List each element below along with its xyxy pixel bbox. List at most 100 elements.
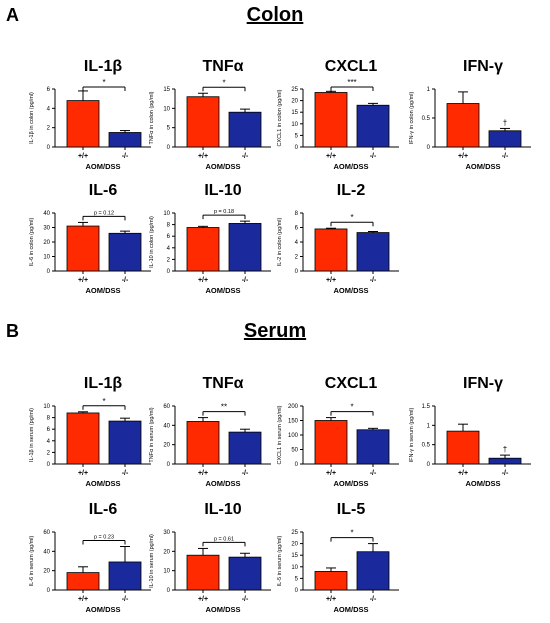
y-tick-label: 10	[163, 106, 170, 112]
y-axis-label: IL-2 in colon (pg/ml)	[277, 218, 283, 267]
x-axis-label: AOM/DSS	[85, 605, 120, 614]
y-axis-label: IL-6 in colon (pg/ml)	[29, 218, 35, 267]
y-tick-label: 50	[291, 448, 298, 454]
chart-8: IL-1β IL-1β in serum (pg/ml) 0 2 4 6 8 10 +/+ -/-…	[29, 375, 151, 488]
y-tick-label: 8	[47, 416, 51, 422]
y-axis-label: TNFα in colon (pg/ml)	[149, 91, 155, 144]
x-axis-label: AOM/DSS	[333, 162, 368, 171]
x-tick-label: -/-	[242, 153, 249, 160]
y-tick-label: 0	[295, 462, 299, 468]
x-tick-label: -/-	[242, 277, 249, 284]
bar	[186, 227, 220, 272]
y-tick-label: 10	[291, 122, 298, 128]
bar	[108, 132, 142, 148]
significance-mark: **	[221, 403, 227, 412]
x-tick-label: -/-	[370, 596, 377, 603]
y-tick-label: 30	[43, 226, 50, 232]
y-tick-label: 0	[427, 462, 431, 468]
chart-title: IL-6	[89, 182, 118, 199]
y-tick-label: 0	[167, 588, 171, 594]
bar	[446, 103, 480, 148]
y-tick-label: 6	[47, 427, 51, 433]
bar	[446, 430, 480, 465]
y-tick-label: 5	[167, 126, 171, 132]
chart-12: IL-6 IL-6 in serum (pg/ml) 0 20 40 60 +/+ -/-AO…	[29, 501, 151, 614]
x-tick-label: +/+	[198, 153, 208, 160]
y-tick-label: 2	[47, 450, 51, 456]
chart-title: IL-1β	[84, 375, 122, 392]
significance-mark: †	[503, 118, 507, 127]
y-tick-label: 10	[43, 404, 50, 410]
y-tick-label: 0.5	[422, 443, 431, 449]
y-tick-label: 25	[291, 530, 298, 536]
x-tick-label: +/+	[198, 470, 208, 477]
y-tick-label: 8	[295, 211, 299, 217]
bar	[228, 111, 262, 148]
bar	[356, 551, 390, 591]
chart-10: CXCL1 CXCL1 in serum (pg/ml) 0 50 100 150 200 +…	[277, 375, 399, 488]
x-tick-label: +/+	[326, 470, 336, 477]
x-tick-label: +/+	[78, 153, 88, 160]
y-tick-label: 150	[288, 419, 299, 425]
y-tick-label: 20	[163, 549, 170, 555]
y-tick-label: 10	[163, 211, 170, 217]
y-tick-label: 1.5	[422, 404, 431, 410]
chart-1: IL-1β IL-1β in colon (pg/ml) 0 2 4 6 +/+ -/-AOM…	[29, 58, 151, 171]
significance-mark: *	[222, 78, 225, 87]
y-axis-label: IFN-γ in colon (pg/ml)	[409, 92, 415, 145]
x-tick-label: -/-	[122, 470, 129, 477]
significance-mark: p = 0.61	[214, 536, 234, 542]
x-axis-label: AOM/DSS	[85, 286, 120, 295]
x-tick-label: -/-	[122, 277, 129, 284]
significance-mark: *	[350, 529, 353, 538]
y-tick-label: 6	[295, 226, 299, 232]
chart-3: CXCL1 CXCL1 in colon (pg/ml) 0 5 10 15 20 25 +/+…	[277, 58, 399, 171]
chart-title: IL-10	[204, 501, 241, 518]
x-tick-label: +/+	[458, 470, 468, 477]
bar	[186, 96, 220, 148]
x-tick-label: +/+	[458, 153, 468, 160]
y-tick-label: 4	[295, 240, 299, 246]
y-tick-label: 0.5	[422, 116, 431, 122]
y-tick-label: 0	[427, 145, 431, 151]
significance-mark: p = 0.18	[214, 209, 234, 215]
y-tick-label: 0	[295, 145, 299, 151]
y-axis-label: CXCL1 in serum (pg/ml)	[277, 405, 283, 464]
chart-title: TNFα	[203, 58, 244, 75]
panel-b-title: Serum	[244, 320, 306, 342]
bar	[314, 228, 348, 272]
y-tick-label: 100	[288, 433, 299, 439]
chart-4: IFN-γ IFN-γ in colon (pg/ml) 0 0.5 1 +/+ -/-AO…	[409, 58, 531, 171]
x-tick-label: -/-	[370, 277, 377, 284]
significance-mark: †	[503, 445, 507, 454]
y-tick-label: 0	[167, 145, 171, 151]
x-tick-label: -/-	[242, 596, 249, 603]
chart-title: TNFα	[203, 375, 244, 392]
bar	[108, 561, 142, 591]
chart-title: IFN-γ	[463, 375, 503, 392]
bar	[488, 130, 522, 148]
x-tick-label: -/-	[122, 153, 129, 160]
y-axis-label: IL-10 in serum (pg/ml)	[149, 534, 155, 588]
panel-b-letter: B	[6, 321, 19, 341]
y-tick-label: 200	[288, 404, 299, 410]
chart-title: IL-1β	[84, 58, 122, 75]
chart-14: IL-5 IL-5 in serum (pg/ml) 0 5 10 15 20 25 +/+ -/…	[277, 501, 399, 614]
x-tick-label: -/-	[502, 153, 509, 160]
x-tick-label: -/-	[370, 153, 377, 160]
y-tick-label: 0	[167, 269, 171, 275]
x-tick-label: -/-	[502, 470, 509, 477]
x-axis-label: AOM/DSS	[465, 162, 500, 171]
chart-title: CXCL1	[325, 58, 378, 75]
significance-mark: *	[350, 403, 353, 412]
x-tick-label: -/-	[370, 470, 377, 477]
y-tick-label: 20	[43, 569, 50, 575]
bar	[186, 554, 220, 591]
bar	[108, 420, 142, 465]
y-axis-label: IL-6 in serum (pg/ml)	[29, 535, 35, 586]
y-tick-label: 0	[295, 269, 299, 275]
bar	[186, 421, 220, 465]
bar	[228, 556, 262, 591]
x-axis-label: AOM/DSS	[205, 286, 240, 295]
